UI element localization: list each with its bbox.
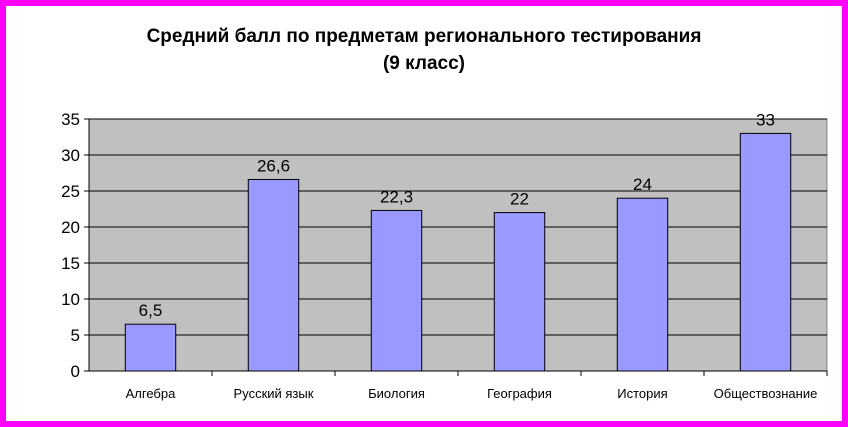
bar-2 (370, 209, 423, 372)
y-tick-label-6: 30 (61, 146, 80, 165)
data-label-3: 22 (510, 190, 529, 209)
y-tick-label-2: 10 (61, 290, 80, 309)
x-tick-label-4: История (617, 386, 667, 401)
y-tick-label-7: 35 (61, 110, 80, 129)
bar-0 (124, 323, 177, 372)
y-tick-label-4: 20 (61, 218, 80, 237)
x-tick-label-5: Обществознание (714, 386, 818, 401)
y-tick-label-1: 5 (71, 326, 80, 345)
bar-chart: 0 5 10 15 20 25 30 35 6,5 Алгебра 26,6 Русский язык… (61, 110, 828, 401)
y-tick-label-5: 25 (61, 182, 80, 201)
x-tick-label-2: Биология (368, 386, 425, 401)
chart-title: Средний балл по предметам регионального … (146, 26, 702, 47)
bar-3 (493, 212, 546, 372)
x-tick-label-3: География (487, 386, 552, 401)
bar-5 (739, 132, 792, 372)
bar-4 (616, 197, 669, 372)
y-tick-label-0: 0 (71, 362, 80, 381)
chart-subtitle: (9 класс) (382, 53, 465, 74)
y-tick-label-3: 15 (61, 254, 80, 273)
data-label-1: 26,6 (257, 156, 290, 175)
x-tick-label-0: Алгебра (126, 386, 176, 401)
bar-1 (247, 178, 300, 372)
data-label-2: 22,3 (380, 187, 413, 206)
plot-area (88, 118, 828, 372)
chart-frame: Средний балл по предметам регионального … (6, 6, 842, 421)
data-label-4: 24 (633, 175, 652, 194)
x-tick-label-1: Русский язык (234, 386, 314, 401)
data-label-0: 6,5 (139, 301, 163, 320)
data-label-5: 33 (756, 110, 775, 129)
